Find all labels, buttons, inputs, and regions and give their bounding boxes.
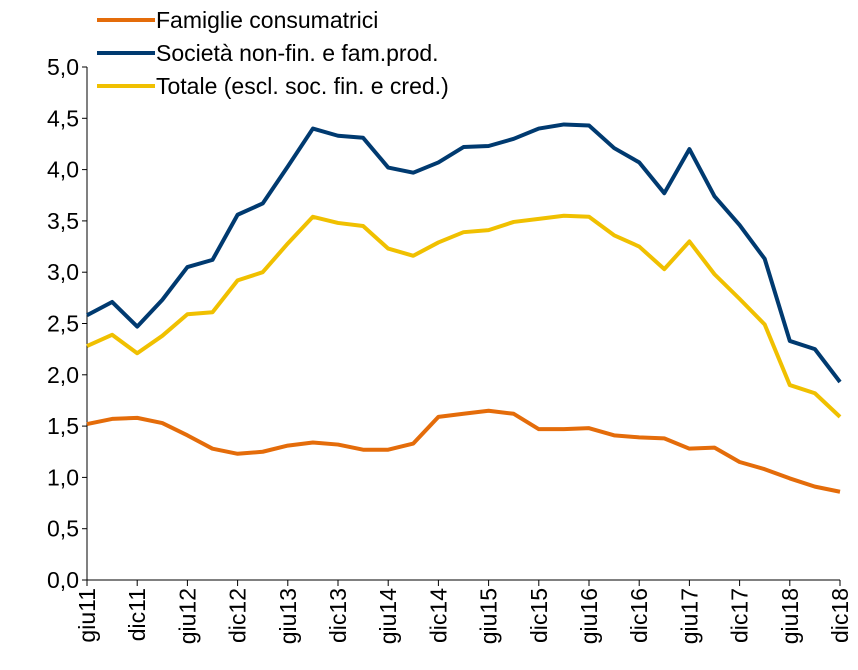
- y-tick-label: 0,5: [47, 516, 79, 542]
- x-tick-label: giu12: [174, 588, 200, 644]
- x-tick-label: dic12: [225, 588, 251, 643]
- x-tick-label: dic17: [727, 588, 753, 643]
- legend-label: Famiglie consumatrici: [156, 7, 378, 33]
- y-tick-label: 2,0: [47, 362, 79, 388]
- x-tick-label: giu16: [576, 588, 602, 644]
- series-line: [86, 213, 842, 419]
- y-tick-label: 2,5: [47, 311, 79, 337]
- x-tick-label: dic16: [626, 588, 652, 643]
- series-line: [86, 122, 842, 384]
- x-tick-label: dic18: [827, 588, 853, 643]
- series-line: [86, 408, 841, 494]
- x-tick-label: dic14: [425, 588, 451, 643]
- x-tick-label: giu11: [74, 588, 100, 643]
- x-tick-label: giu14: [375, 588, 401, 644]
- x-tick-label: dic15: [526, 588, 552, 643]
- legend-label: Società non-fin. e fam.prod.: [156, 40, 439, 66]
- x-tick-label: giu18: [777, 588, 803, 644]
- x-tick-label: dic13: [325, 588, 351, 643]
- y-tick-label: 1,0: [47, 464, 79, 490]
- y-tick-label: 1,5: [47, 413, 79, 439]
- y-tick-label: 0,0: [47, 567, 79, 593]
- legend-label: Totale (escl. soc. fin. e cred.): [156, 73, 449, 99]
- y-tick-label: 4,0: [47, 157, 79, 183]
- y-tick-label: 3,5: [47, 208, 79, 234]
- x-tick-label: dic11: [124, 588, 150, 641]
- x-tick-label: giu13: [275, 588, 301, 644]
- y-tick-label: 3,0: [47, 259, 79, 285]
- y-tick-label: 4,5: [47, 105, 79, 131]
- x-tick-label: giu17: [676, 588, 702, 644]
- x-tick-label: giu15: [476, 588, 502, 644]
- y-tick-label: 5,0: [47, 54, 79, 80]
